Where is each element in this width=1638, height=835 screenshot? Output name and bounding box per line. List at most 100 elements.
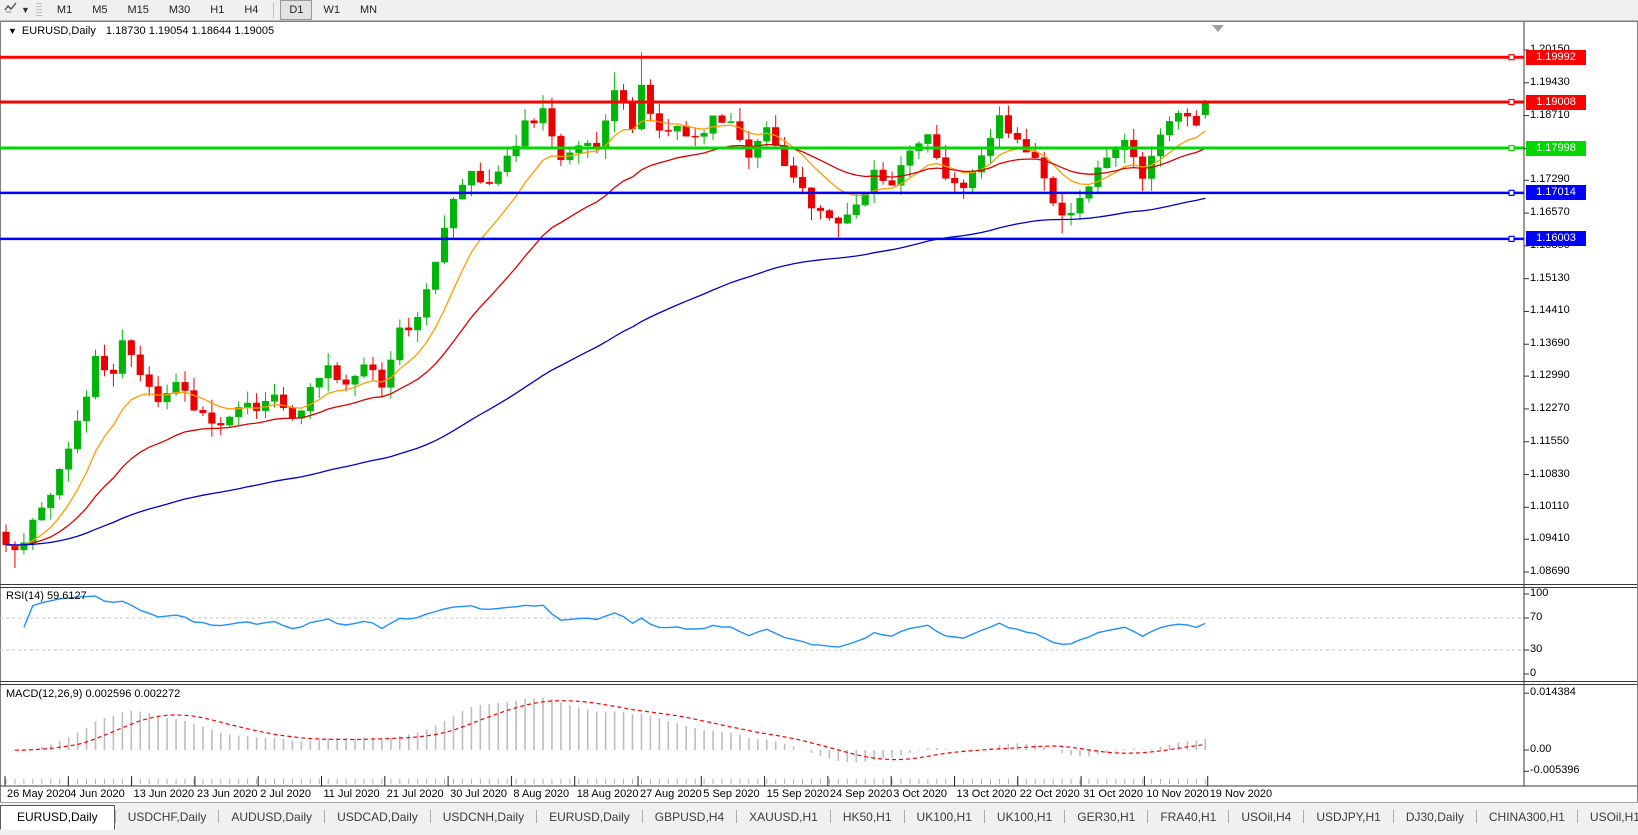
date-label: 5 Sep 2020 — [703, 788, 760, 800]
symbol-tab-usoil-h1[interactable]: USOil,H1 — [1589, 810, 1638, 824]
date-label: 3 Oct 2020 — [893, 788, 948, 800]
tab-divider — [324, 810, 326, 823]
chart-symbol: EURUSD,Daily — [21, 25, 96, 37]
symbol-tab-uk100-h1[interactable]: UK100,H1 — [916, 810, 972, 824]
macd-axis-label: 0.00 — [1530, 743, 1552, 755]
timeframe-toolbar: ▼ M1 M5 M15 M30 H1 H4 D1 W1 MN — [0, 0, 1638, 21]
price-axis-label: 1.19430 — [1530, 75, 1570, 88]
price-axis-label: 1.11550 — [1530, 434, 1569, 447]
date-label: 26 May 2020 — [7, 788, 71, 800]
macd-indicator-label: MACD(12,26,9) 0.002596 0.002272 — [6, 688, 181, 700]
date-label: 18 Aug 2020 — [576, 788, 639, 800]
rsi-axis-label: 0 — [1530, 667, 1537, 679]
tab-divider — [1147, 810, 1149, 823]
chart-ohlc-values: 1.18730 1.19054 1.18644 1.19005 — [105, 25, 275, 37]
timeframe-button-m30[interactable]: M30 — [168, 4, 191, 16]
timeframe-button-h4[interactable]: H4 — [244, 4, 259, 16]
price-axis-label: 1.13690 — [1530, 337, 1570, 350]
price-axis-label: 1.12270 — [1530, 401, 1570, 414]
rsi-axis-label: 70 — [1530, 611, 1543, 623]
timeframe-button-mn[interactable]: MN — [359, 4, 378, 16]
price-axis-label: 1.10110 — [1530, 500, 1569, 513]
timeframe-buttons: M1 M5 M15 M30 H1 H4 D1 W1 MN — [47, 0, 387, 20]
symbol-tab-eurusd-daily[interactable]: EURUSD,Daily — [0, 805, 115, 830]
price-line-label[interactable]: 1.19008 — [1526, 94, 1586, 110]
price-axis-label: 1.17290 — [1530, 173, 1570, 186]
tab-divider — [903, 810, 905, 823]
date-label: 10 Nov 2020 — [1146, 788, 1209, 800]
toolbar-grip[interactable] — [35, 3, 42, 17]
date-label: 31 Oct 2020 — [1083, 788, 1144, 800]
toolbar-separator — [273, 2, 275, 18]
macd-axis-label: -0.005396 — [1530, 764, 1580, 777]
symbol-tab-uk100-h1[interactable]: UK100,H1 — [996, 810, 1053, 824]
tab-divider — [1576, 810, 1578, 823]
date-label: 4 Jun 2020 — [70, 788, 125, 800]
tab-divider — [429, 810, 431, 823]
timeframe-button-d1[interactable]: D1 — [280, 0, 313, 20]
tab-divider — [536, 810, 538, 823]
symbol-tab-audusd-daily[interactable]: AUDUSD,Daily — [231, 810, 313, 824]
timeframe-button-m1[interactable]: M1 — [56, 4, 73, 16]
rsi-axis-label: 30 — [1530, 643, 1543, 655]
tab-divider — [114, 810, 116, 823]
price-axis-label: 1.10830 — [1530, 467, 1570, 480]
date-label: 24 Sep 2020 — [829, 788, 893, 800]
timeframe-button-m15[interactable]: M15 — [127, 4, 149, 16]
symbol-tab-usdcnh-daily[interactable]: USDCNH,Daily — [442, 810, 525, 824]
price-axis-label: 1.14410 — [1530, 304, 1570, 317]
symbol-tab-dj30-daily[interactable]: DJ30,Daily — [1405, 810, 1464, 824]
price-axis-label: 1.15130 — [1530, 271, 1570, 284]
date-label: 21 Jul 2020 — [386, 788, 444, 800]
symbol-tab-usdchf-daily[interactable]: USDCHF,Daily — [127, 810, 207, 824]
timeframe-button-w1[interactable]: W1 — [323, 4, 340, 16]
timeframe-button-m5[interactable]: M5 — [92, 4, 108, 16]
symbol-tab-ger30-h1[interactable]: GER30,H1 — [1077, 810, 1136, 824]
chevron-down-icon: ▼ — [21, 5, 30, 15]
symbol-tab-xauusd-h1[interactable]: XAUUSD,H1 — [749, 810, 818, 824]
tab-divider — [1303, 810, 1305, 823]
timeframe-button-h1[interactable]: H1 — [210, 4, 225, 16]
tab-divider — [641, 810, 643, 823]
price-line-label[interactable]: 1.16003 — [1526, 231, 1586, 247]
price-axis-label: 1.09410 — [1530, 532, 1570, 545]
date-label: 22 Oct 2020 — [1019, 788, 1080, 800]
date-label: 27 Aug 2020 — [640, 788, 702, 800]
price-line-label[interactable]: 1.17998 — [1526, 140, 1586, 156]
rsi-indicator-label: RSI(14) 59.6127 — [6, 590, 87, 602]
price-axis-label: 1.18710 — [1530, 108, 1570, 121]
price-axis-label: 1.16570 — [1530, 206, 1570, 219]
charts-dropdown-button[interactable]: ▼ — [0, 1, 34, 19]
symbol-tabbar: EURUSD,Daily USDCHF,Daily AUDUSD,Daily USDC… — [0, 802, 1638, 830]
price-line-label[interactable]: 1.17014 — [1526, 185, 1586, 201]
tab-divider — [218, 810, 220, 823]
symbol-tab-usdcad-daily[interactable]: USDCAD,Daily — [337, 810, 418, 824]
price-line-label[interactable]: 1.19992 — [1526, 49, 1586, 65]
symbol-tab-hk50-h1[interactable]: HK50,H1 — [842, 810, 892, 824]
chart-cursor-icon — [4, 1, 18, 19]
tab-divider — [829, 810, 831, 823]
tab-divider — [1475, 810, 1477, 823]
symbol-tab-china300-h1[interactable]: CHINA300,H1 — [1488, 810, 1565, 824]
tab-divider — [1064, 810, 1066, 823]
macd-axis-label: 0.014384 — [1530, 686, 1576, 699]
date-label: 13 Oct 2020 — [956, 788, 1017, 800]
date-label: 11 Jul 2020 — [323, 788, 380, 800]
symbol-tab-usoil-h4[interactable]: USOil,H4 — [1241, 810, 1292, 824]
symbol-tab-usdjpy-h1[interactable]: USDJPY,H1 — [1316, 810, 1381, 824]
tab-divider — [1228, 810, 1230, 823]
date-label: 19 Nov 2020 — [1209, 788, 1273, 800]
collapse-triangle-icon: ▼ — [8, 26, 17, 36]
tab-divider — [1392, 810, 1394, 823]
date-label: 15 Sep 2020 — [766, 788, 829, 800]
tab-divider — [736, 810, 738, 823]
symbol-tab-gbpusd-h4[interactable]: GBPUSD,H4 — [654, 810, 725, 824]
symbol-tab-fra40-h1[interactable]: FRA40,H1 — [1160, 810, 1217, 824]
chart-window — [0, 21, 1638, 803]
price-axis-label: 1.12990 — [1530, 369, 1570, 382]
symbol-tab-eurusd-daily[interactable]: EURUSD,Daily — [549, 810, 630, 824]
rsi-axis-label: 100 — [1530, 587, 1549, 599]
date-label: 30 Jul 2020 — [450, 788, 507, 800]
